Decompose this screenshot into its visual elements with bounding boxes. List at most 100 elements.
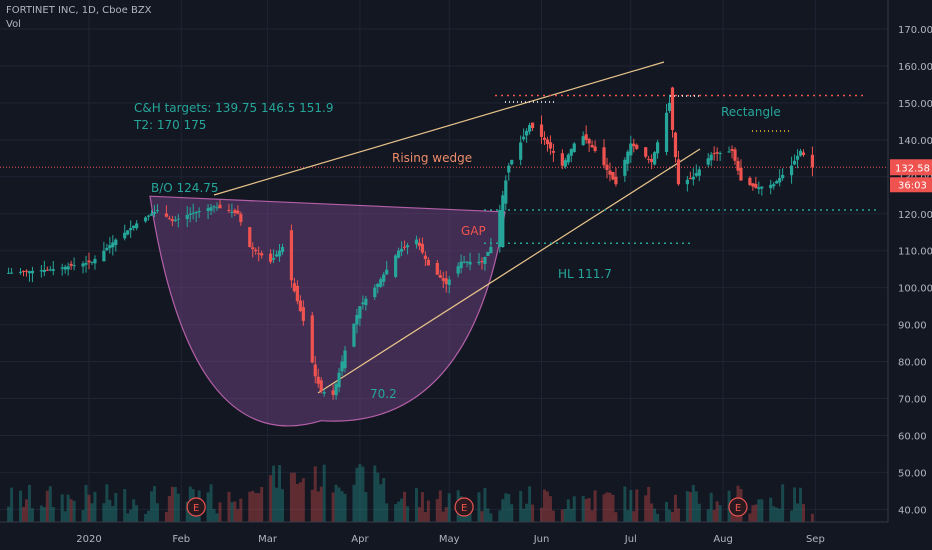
candle-body — [361, 302, 365, 305]
price-tick-label: 170.00 — [898, 25, 932, 36]
time-axis[interactable]: 2020 Feb Mar Apr May Jun Jul Aug Sep — [0, 521, 888, 550]
candle-body — [155, 210, 160, 212]
last-price-value: 132.58 — [895, 163, 930, 174]
volume-bar — [563, 509, 567, 522]
candle-body — [376, 283, 380, 288]
volume-bar — [19, 490, 23, 522]
candle-body — [560, 153, 564, 166]
candle-body — [170, 219, 174, 222]
candle-body — [414, 239, 419, 245]
candle-body — [45, 269, 49, 271]
candle-body — [27, 271, 32, 274]
volume-bar — [209, 484, 213, 522]
volume-bar — [685, 491, 689, 522]
time-tick-label: Aug — [713, 534, 733, 545]
candle-body — [260, 253, 264, 256]
volume-bar — [501, 499, 505, 522]
price-tick-label: 80.00 — [898, 358, 927, 369]
candle-body — [778, 178, 782, 183]
candle-body — [584, 134, 588, 140]
candle-body — [239, 213, 243, 223]
volume-bar — [72, 500, 76, 522]
candle-body — [295, 285, 299, 302]
volume-bar — [278, 465, 282, 522]
candle-body — [289, 230, 294, 281]
candle-body — [126, 230, 130, 235]
candle-body — [760, 186, 764, 189]
candle-body — [647, 158, 651, 160]
candle-body — [459, 261, 463, 269]
price-tick-label: 100.00 — [898, 284, 932, 295]
volume-bar — [239, 498, 243, 522]
volume-bar — [51, 506, 55, 522]
volume-bar — [810, 513, 814, 522]
volume-bar — [581, 495, 585, 522]
volume-bar — [644, 495, 648, 522]
volume-bar — [769, 497, 773, 522]
volume-bar — [90, 503, 94, 522]
candle-body — [736, 160, 740, 171]
candle-body — [191, 212, 195, 214]
volume-bar — [775, 507, 779, 522]
candle-body — [653, 152, 657, 165]
candle-body — [271, 258, 276, 260]
candle-body — [462, 261, 466, 263]
volume-bar — [42, 507, 46, 522]
candle-body — [602, 147, 606, 166]
candle-body — [691, 176, 695, 180]
candle-body — [542, 137, 547, 140]
volume-bar — [781, 484, 785, 522]
candle-body — [292, 283, 297, 292]
time-tick-label: 2020 — [76, 534, 101, 545]
volume-bar — [337, 487, 341, 522]
candle-body — [456, 266, 460, 274]
price-axis[interactable]: 170.00160.00150.00140.00130.00120.00110.… — [887, 0, 932, 550]
candle-body — [123, 232, 127, 239]
candle-body — [739, 167, 743, 181]
volume-bar — [801, 504, 805, 522]
candle-body — [629, 143, 633, 156]
volume-bar — [132, 499, 136, 522]
volume-bar — [522, 508, 526, 522]
volume-bar — [676, 508, 680, 522]
candle-body — [510, 159, 514, 165]
candle-body — [798, 150, 803, 156]
volume-bar — [22, 506, 26, 522]
volume-bar — [394, 504, 398, 522]
volume-bar — [105, 484, 109, 522]
volume-bar — [7, 506, 11, 522]
candle-body — [423, 255, 428, 260]
candle-body — [498, 210, 502, 248]
candle-body — [274, 254, 279, 257]
volume-bar — [569, 508, 573, 522]
volume-bar — [611, 494, 615, 522]
candle-body — [257, 253, 261, 255]
candle-body — [129, 228, 133, 231]
volume-bar — [548, 496, 552, 522]
candle-body — [769, 184, 773, 189]
candle-body — [301, 307, 305, 321]
volume-bar — [292, 472, 296, 522]
candle-body — [590, 144, 594, 148]
candle-body — [69, 263, 73, 266]
volume-bar — [236, 509, 240, 522]
candle-body — [441, 278, 445, 281]
volume-bar — [525, 503, 529, 522]
trend-lines — [0, 61, 888, 394]
volume-bar — [528, 486, 532, 522]
earnings-marker — [454, 497, 474, 517]
candle-body — [644, 147, 648, 157]
volume-bar — [688, 492, 692, 522]
volume-bar — [144, 513, 148, 522]
candle-body — [51, 269, 55, 271]
candle-body — [185, 214, 189, 219]
candle-body — [789, 165, 794, 176]
candle-body — [331, 390, 335, 395]
volume-bar — [164, 511, 168, 522]
volume-bar — [257, 493, 261, 522]
volume-bar — [81, 510, 85, 522]
volume-bar — [60, 494, 64, 522]
earnings-marker — [728, 497, 748, 517]
